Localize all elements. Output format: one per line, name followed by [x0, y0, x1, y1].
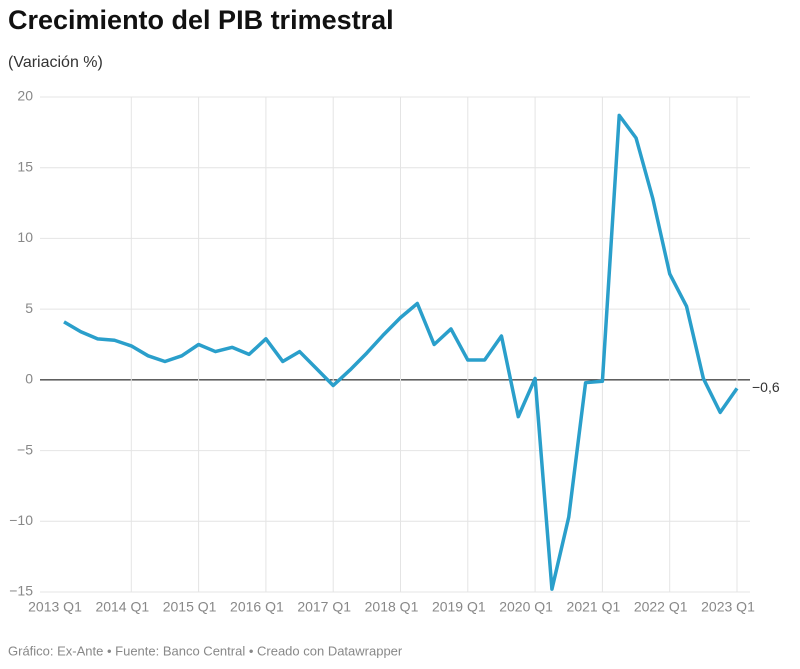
x-tick-label: 2017 Q1: [297, 599, 351, 615]
chart-subtitle: (Variación %): [8, 54, 103, 71]
x-tick-label: 2023 Q1: [701, 599, 755, 615]
x-tick-label: 2019 Q1: [432, 599, 486, 615]
x-tick-label: 2018 Q1: [365, 599, 419, 615]
y-tick-label: 5: [25, 300, 33, 316]
value-label: −0,6: [752, 379, 780, 395]
y-tick-label: 20: [17, 88, 33, 104]
y-tick-label: 0: [25, 371, 33, 387]
x-tick-label: 2013 Q1: [28, 599, 82, 615]
line: [63, 113, 739, 591]
y-tick-label: 10: [17, 229, 33, 245]
x-tick-label: 2014 Q1: [95, 599, 149, 615]
y-tick-label: −15: [9, 583, 33, 599]
x-tick-label: 2022 Q1: [634, 599, 688, 615]
y-tick-label: 15: [17, 158, 33, 174]
x-tick-label: 2020 Q1: [499, 599, 553, 615]
y-tick-label: −5: [17, 441, 33, 457]
x-tick-label: 2016 Q1: [230, 599, 284, 615]
x-tick-label: 2021 Q1: [567, 599, 621, 615]
y-tick-label: −10: [9, 512, 33, 528]
chart-footer: Gráfico: Ex-Ante • Fuente: Banco Central…: [8, 643, 403, 658]
chart-title: Crecimiento del PIB trimestral: [8, 5, 394, 35]
x-tick-label: 2015 Q1: [163, 599, 217, 615]
